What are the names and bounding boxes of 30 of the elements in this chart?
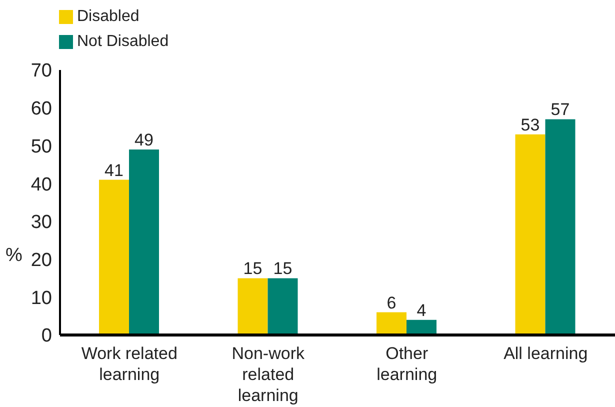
data-label: 6 (386, 293, 396, 312)
y-tick-label: 40 (30, 174, 52, 196)
y-axis-title: % (6, 244, 23, 266)
data-label: 57 (550, 100, 570, 120)
y-tick-label: 0 (41, 326, 52, 347)
bar (515, 134, 546, 335)
data-label: 53 (520, 115, 540, 134)
bar (99, 180, 129, 335)
legend-label: Disabled (77, 7, 140, 27)
y-tick-label: 20 (30, 250, 52, 272)
data-label: 4 (416, 300, 426, 320)
bar (129, 150, 159, 335)
x-tick-label: Non-work related learning (232, 344, 305, 405)
y-tick-label: 10 (30, 288, 52, 309)
y-tick-label: 50 (30, 136, 52, 158)
x-tick-label: Other learning (376, 344, 438, 384)
legend-label: Not Disabled (77, 32, 170, 52)
data-label: 15 (273, 259, 292, 278)
x-tick-label: Work related learning (81, 344, 178, 384)
x-tick-label: All learning (504, 344, 588, 363)
y-tick-label: 70 (30, 60, 52, 82)
bar (238, 278, 268, 335)
bar (268, 278, 298, 335)
y-tick-label: 30 (30, 212, 52, 234)
data-label: 49 (134, 130, 154, 150)
data-label: 41 (104, 160, 124, 180)
bar (545, 119, 576, 335)
y-tick-label: 60 (30, 98, 52, 120)
data-label: 15 (243, 259, 262, 278)
bar (376, 312, 406, 335)
